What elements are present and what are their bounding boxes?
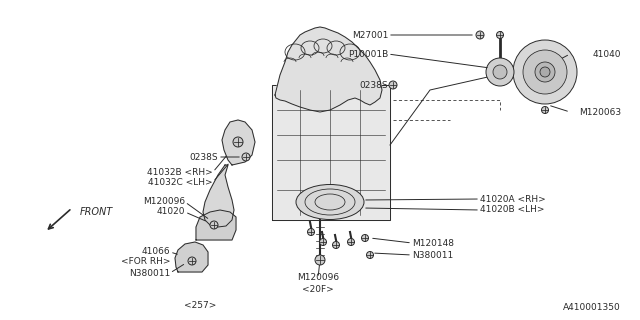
Polygon shape bbox=[196, 210, 236, 240]
Text: <FOR RH>: <FOR RH> bbox=[120, 258, 170, 267]
Text: A410001350: A410001350 bbox=[563, 303, 621, 313]
Circle shape bbox=[242, 153, 250, 161]
Circle shape bbox=[389, 81, 397, 89]
Polygon shape bbox=[222, 120, 255, 165]
Polygon shape bbox=[275, 27, 382, 112]
Circle shape bbox=[541, 107, 548, 114]
Circle shape bbox=[233, 137, 243, 147]
Text: 41020A <RH>: 41020A <RH> bbox=[480, 195, 546, 204]
Text: 41066: 41066 bbox=[141, 247, 170, 257]
Text: 41032C <LH>: 41032C <LH> bbox=[148, 178, 213, 187]
Text: 0238S: 0238S bbox=[189, 153, 218, 162]
Text: 41032B <RH>: 41032B <RH> bbox=[147, 167, 213, 177]
Polygon shape bbox=[175, 242, 208, 272]
Polygon shape bbox=[272, 85, 390, 220]
Text: 41020: 41020 bbox=[157, 207, 185, 217]
Text: P10001B: P10001B bbox=[348, 50, 388, 59]
Circle shape bbox=[486, 58, 514, 86]
Circle shape bbox=[210, 221, 218, 229]
Circle shape bbox=[513, 40, 577, 104]
Circle shape bbox=[523, 50, 567, 94]
Text: M120148: M120148 bbox=[412, 238, 454, 247]
Text: FRONT: FRONT bbox=[80, 207, 113, 217]
Text: M120096: M120096 bbox=[297, 274, 339, 283]
Text: 41040: 41040 bbox=[593, 50, 621, 59]
Circle shape bbox=[362, 235, 369, 242]
Circle shape bbox=[307, 228, 314, 236]
Circle shape bbox=[188, 257, 196, 265]
Circle shape bbox=[348, 238, 355, 245]
Circle shape bbox=[367, 252, 374, 259]
Circle shape bbox=[540, 67, 550, 77]
Text: 41020B <LH>: 41020B <LH> bbox=[480, 205, 545, 214]
Text: 0238S: 0238S bbox=[360, 81, 388, 90]
Text: M120096: M120096 bbox=[143, 197, 185, 206]
Circle shape bbox=[493, 65, 507, 79]
Text: N380011: N380011 bbox=[412, 251, 453, 260]
Circle shape bbox=[535, 62, 555, 82]
Circle shape bbox=[497, 31, 504, 38]
Circle shape bbox=[315, 255, 325, 265]
Text: <257>: <257> bbox=[184, 300, 216, 309]
Polygon shape bbox=[203, 165, 234, 227]
Circle shape bbox=[319, 238, 326, 245]
Circle shape bbox=[476, 31, 484, 39]
Text: M27001: M27001 bbox=[351, 30, 388, 39]
Circle shape bbox=[333, 242, 339, 249]
Text: <20F>: <20F> bbox=[302, 284, 334, 293]
Text: N380011: N380011 bbox=[129, 268, 170, 277]
Ellipse shape bbox=[296, 185, 364, 220]
Text: M120063: M120063 bbox=[579, 108, 621, 116]
